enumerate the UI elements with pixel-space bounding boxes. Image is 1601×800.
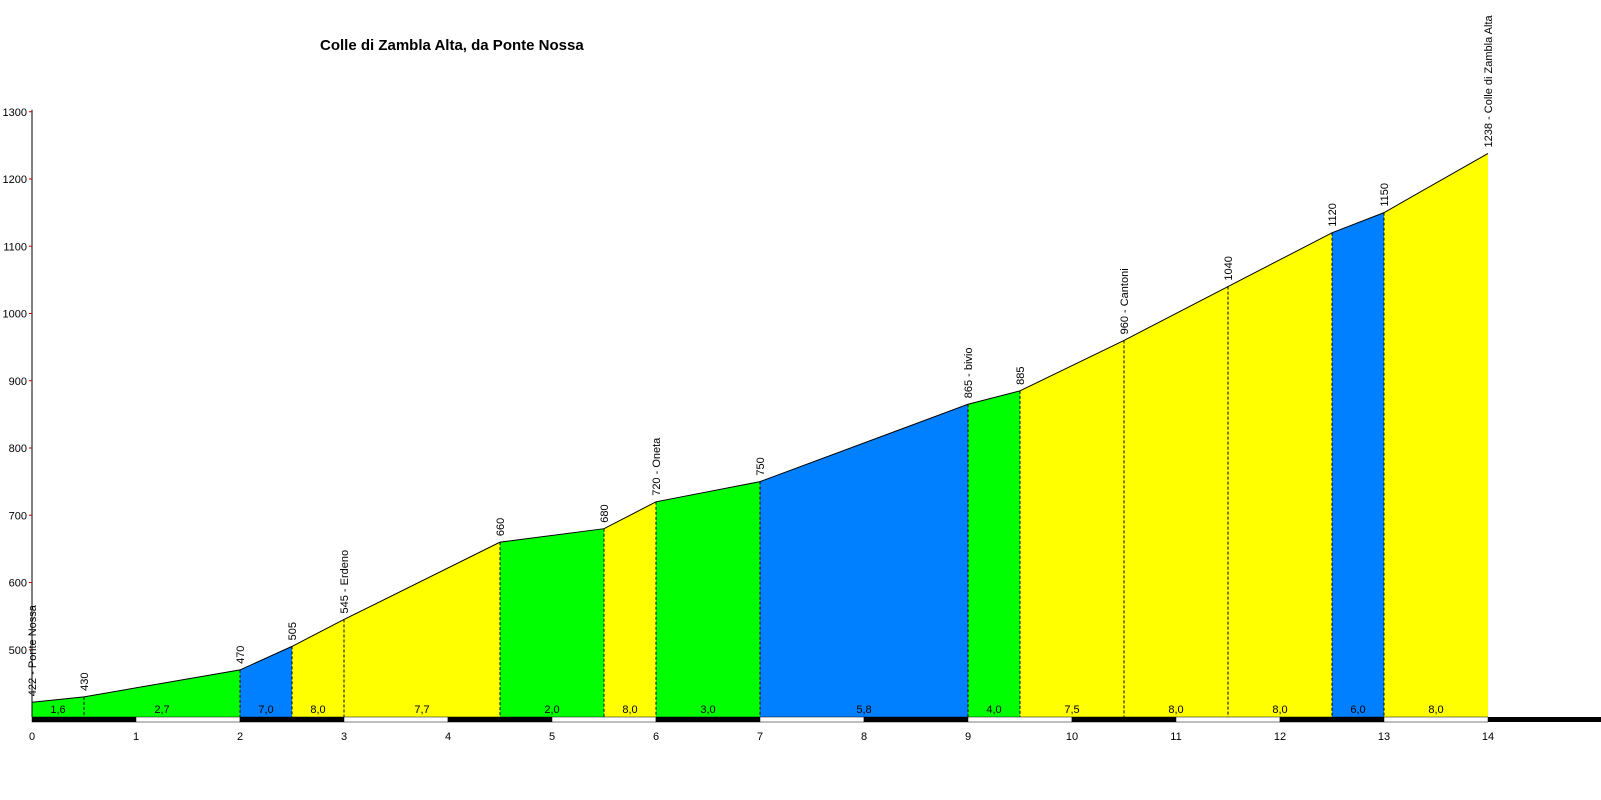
profile-segment-1 (84, 669, 240, 717)
x-bar-km-11 (1175, 716, 1281, 723)
profile-fills (32, 153, 1488, 718)
x-bar-km-7 (759, 716, 865, 723)
y-tick-label: 900 (9, 376, 27, 388)
point-label: 430 (79, 672, 91, 690)
y-tick-label: 1100 (3, 241, 27, 253)
x-bar-tail (1488, 717, 1601, 722)
x-tick-label: 13 (1378, 731, 1390, 743)
point-label: 960 - Cantoni (1119, 268, 1131, 334)
profile-segment-6 (604, 501, 656, 717)
x-bar-km-8 (863, 716, 969, 723)
x-axis-ticks: 0 1 2 3 4 5 6 7 8 9 10 11 12 13 14 (29, 731, 1494, 743)
segment-gradient-label: 7,0 (258, 704, 273, 716)
profile-segment-14 (1384, 153, 1488, 717)
x-axis-bar (31, 716, 1601, 723)
y-tick-label: 1000 (3, 309, 27, 321)
segment-gradient-label: 3,0 (700, 704, 715, 716)
profile-segment-4 (344, 542, 500, 717)
x-bar-km-9 (967, 716, 1073, 723)
point-label: 865 - bivio (963, 348, 975, 399)
x-tick-label: 12 (1274, 731, 1286, 743)
profile-segment-0 (32, 696, 84, 717)
y-tick-label: 500 (9, 645, 27, 657)
y-axis: 500 600 700 800 900 1000 1100 1200 1300 (3, 107, 33, 717)
profile-segment-8 (760, 404, 968, 717)
point-label: 660 (495, 518, 507, 536)
x-bar-km-4 (447, 716, 553, 723)
point-label: 1040 (1223, 256, 1235, 280)
x-tick-label: 6 (653, 731, 659, 743)
point-label: 422 - Ponte Nossa (27, 604, 39, 696)
point-labels: 422 - Ponte Nossa 430 470 505 545 - Erdeno 66… (27, 14, 1495, 696)
x-tick-label: 1 (133, 731, 139, 743)
x-bar-km-6 (655, 716, 761, 723)
segment-gradient-label: 2,0 (544, 704, 559, 716)
segment-gradient-label: 5,8 (856, 704, 871, 716)
profile-segment-3 (292, 619, 344, 717)
x-bar-km-2 (239, 716, 345, 723)
profile-outline (31, 153, 1489, 703)
point-label: 885 (1015, 366, 1027, 384)
x-bar-km-13 (1383, 716, 1489, 723)
x-tick-label: 4 (445, 731, 451, 743)
profile-segment-9 (968, 390, 1020, 717)
profile-segment-10 (1020, 340, 1124, 717)
profile-segment-12 (1228, 232, 1332, 718)
profile-outline-line (31, 153, 1489, 703)
x-tick-label: 7 (757, 731, 763, 743)
point-label: 1120 (1327, 203, 1339, 227)
x-tick-label: 9 (965, 731, 971, 743)
x-bar-km-10 (1071, 716, 1177, 723)
x-tick-label: 0 (29, 731, 35, 743)
segment-gradient-label: 7,7 (414, 704, 429, 716)
x-tick-label: 10 (1066, 731, 1078, 743)
profile-segment-7 (656, 481, 760, 717)
x-tick-label: 3 (341, 731, 347, 743)
segment-gradient-label: 8,0 (1272, 704, 1287, 716)
x-tick-label: 14 (1482, 731, 1494, 743)
segment-gradient-label: 8,0 (622, 704, 637, 716)
segment-gradient-label: 7,5 (1064, 704, 1079, 716)
point-label: 1150 (1379, 183, 1391, 207)
y-tick-label: 1300 (3, 107, 27, 119)
point-label: 720 - Oneta (651, 437, 663, 496)
segment-gradient-label: 6,0 (1350, 704, 1365, 716)
x-tick-label: 11 (1170, 731, 1181, 743)
y-tick-label: 600 (9, 578, 27, 590)
segment-gradients: 1,6 2,7 7,0 8,0 7,7 2,0 8,0 3,0 5,8 4,0 7,5 8,0 8,0 6… (50, 704, 1443, 716)
x-bar-km-3 (343, 716, 449, 723)
x-tick-label: 8 (861, 731, 867, 743)
point-label: 545 - Erdeno (339, 550, 351, 614)
x-bar-km-12 (1279, 716, 1385, 723)
profile-dividers (83, 212, 1385, 717)
segment-gradient-label: 4,0 (986, 704, 1001, 716)
x-bar-km-1 (135, 716, 241, 723)
segment-gradient-label: 8,0 (1168, 704, 1183, 716)
y-tick-label: 700 (9, 510, 27, 522)
x-tick-label: 2 (237, 731, 243, 743)
profile-segment-13 (1332, 212, 1384, 717)
segment-gradient-label: 2,7 (154, 704, 169, 716)
profile-segment-5 (500, 528, 604, 717)
point-label: 505 (287, 622, 299, 640)
point-label: 680 (599, 504, 611, 522)
y-tick-label: 1200 (3, 174, 27, 186)
profile-segment-11 (1124, 286, 1228, 717)
y-tick-label: 800 (9, 443, 27, 455)
segment-gradient-label: 1,6 (50, 704, 65, 716)
point-label: 1238 - Colle di Zambla Alta (1483, 14, 1495, 147)
segment-gradient-label: 8,0 (1428, 704, 1443, 716)
point-label: 750 (755, 457, 767, 475)
segment-gradient-label: 8,0 (310, 704, 325, 716)
x-bar-km-5 (551, 716, 657, 723)
chart-title: Colle di Zambla Alta, da Ponte Nossa (320, 37, 584, 54)
point-label: 470 (235, 646, 247, 664)
x-bar-km-0 (31, 716, 137, 723)
x-tick-label: 5 (549, 731, 555, 743)
